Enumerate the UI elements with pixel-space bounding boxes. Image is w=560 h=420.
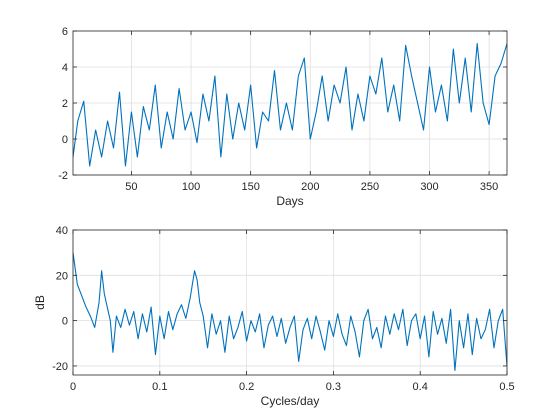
y-tick-label: 4 bbox=[62, 62, 68, 74]
x-tick-label: 0 bbox=[70, 381, 76, 393]
y-axis-label: dB bbox=[33, 295, 47, 310]
x-tick-label: 100 bbox=[182, 181, 200, 193]
series-line bbox=[73, 252, 507, 372]
x-tick-label: 0.2 bbox=[239, 381, 254, 393]
x-tick-label: 350 bbox=[480, 181, 498, 193]
plot-area bbox=[73, 230, 507, 375]
y-tick-label: 0 bbox=[62, 134, 68, 146]
x-tick-label: 250 bbox=[361, 181, 379, 193]
x-tick-label: 0.3 bbox=[326, 381, 341, 393]
y-tick-label: -20 bbox=[52, 361, 68, 373]
y-tick-label: 2 bbox=[62, 98, 68, 110]
y-tick-label: 6 bbox=[62, 26, 68, 38]
x-tick-label: 300 bbox=[420, 181, 438, 193]
x-tick-label: 0.1 bbox=[152, 381, 167, 393]
x-tick-label: 200 bbox=[301, 181, 319, 193]
x-tick-label: 0.4 bbox=[413, 381, 428, 393]
y-tick-label: -2 bbox=[58, 170, 68, 182]
y-tick-label: 20 bbox=[56, 270, 68, 282]
time-series-axes: 50 100 150 200 250 300 350 -2 0 2 4 6 Days bbox=[58, 26, 508, 208]
series-line bbox=[73, 43, 507, 167]
y-tick-label: 40 bbox=[56, 225, 68, 237]
x-tick-label: 50 bbox=[125, 181, 137, 193]
axes-box bbox=[72, 229, 508, 376]
x-tick-label: 150 bbox=[241, 181, 259, 193]
x-tick-label: 0.5 bbox=[499, 381, 514, 393]
x-axis-label: Cycles/day bbox=[261, 394, 320, 408]
x-axis-label: Days bbox=[276, 194, 303, 208]
y-tick-label: 0 bbox=[62, 316, 68, 328]
